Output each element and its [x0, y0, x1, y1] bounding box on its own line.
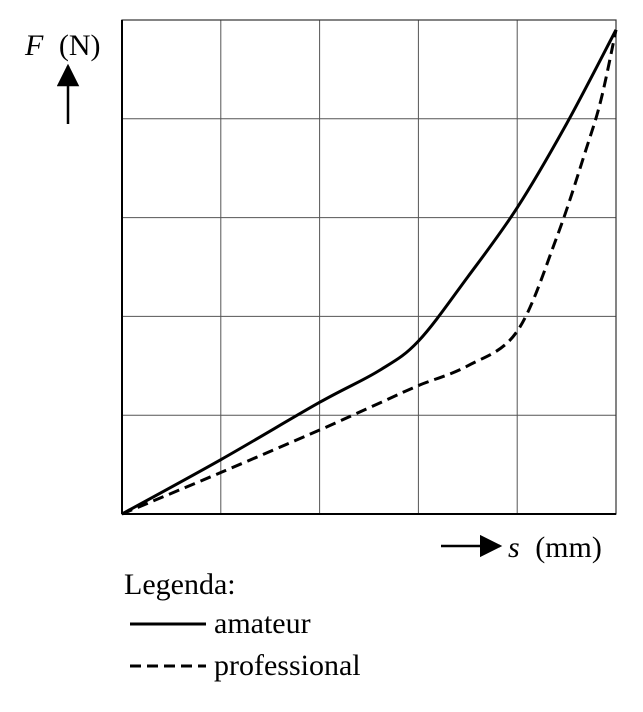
series-line-amateur — [121, 29, 618, 516]
grid — [122, 20, 616, 514]
legend-label-amateur: amateur — [214, 607, 311, 640]
legend-title: Legenda: — [124, 568, 236, 601]
plot-frame — [121, 19, 617, 515]
legend: Legenda: amateur professional — [124, 568, 361, 682]
series-line-professional — [121, 29, 618, 516]
series-lines — [121, 29, 618, 516]
y-axis-label: F (N) — [24, 29, 100, 62]
legend-label-professional: professional — [214, 649, 361, 682]
x-axis-symbol: s — [508, 531, 520, 564]
y-axis-symbol: F — [24, 29, 44, 62]
axes — [121, 19, 617, 515]
x-axis-unit: (mm) — [535, 531, 602, 564]
y-axis-unit: (N) — [59, 29, 101, 62]
x-axis-label: s (mm) — [508, 531, 602, 564]
